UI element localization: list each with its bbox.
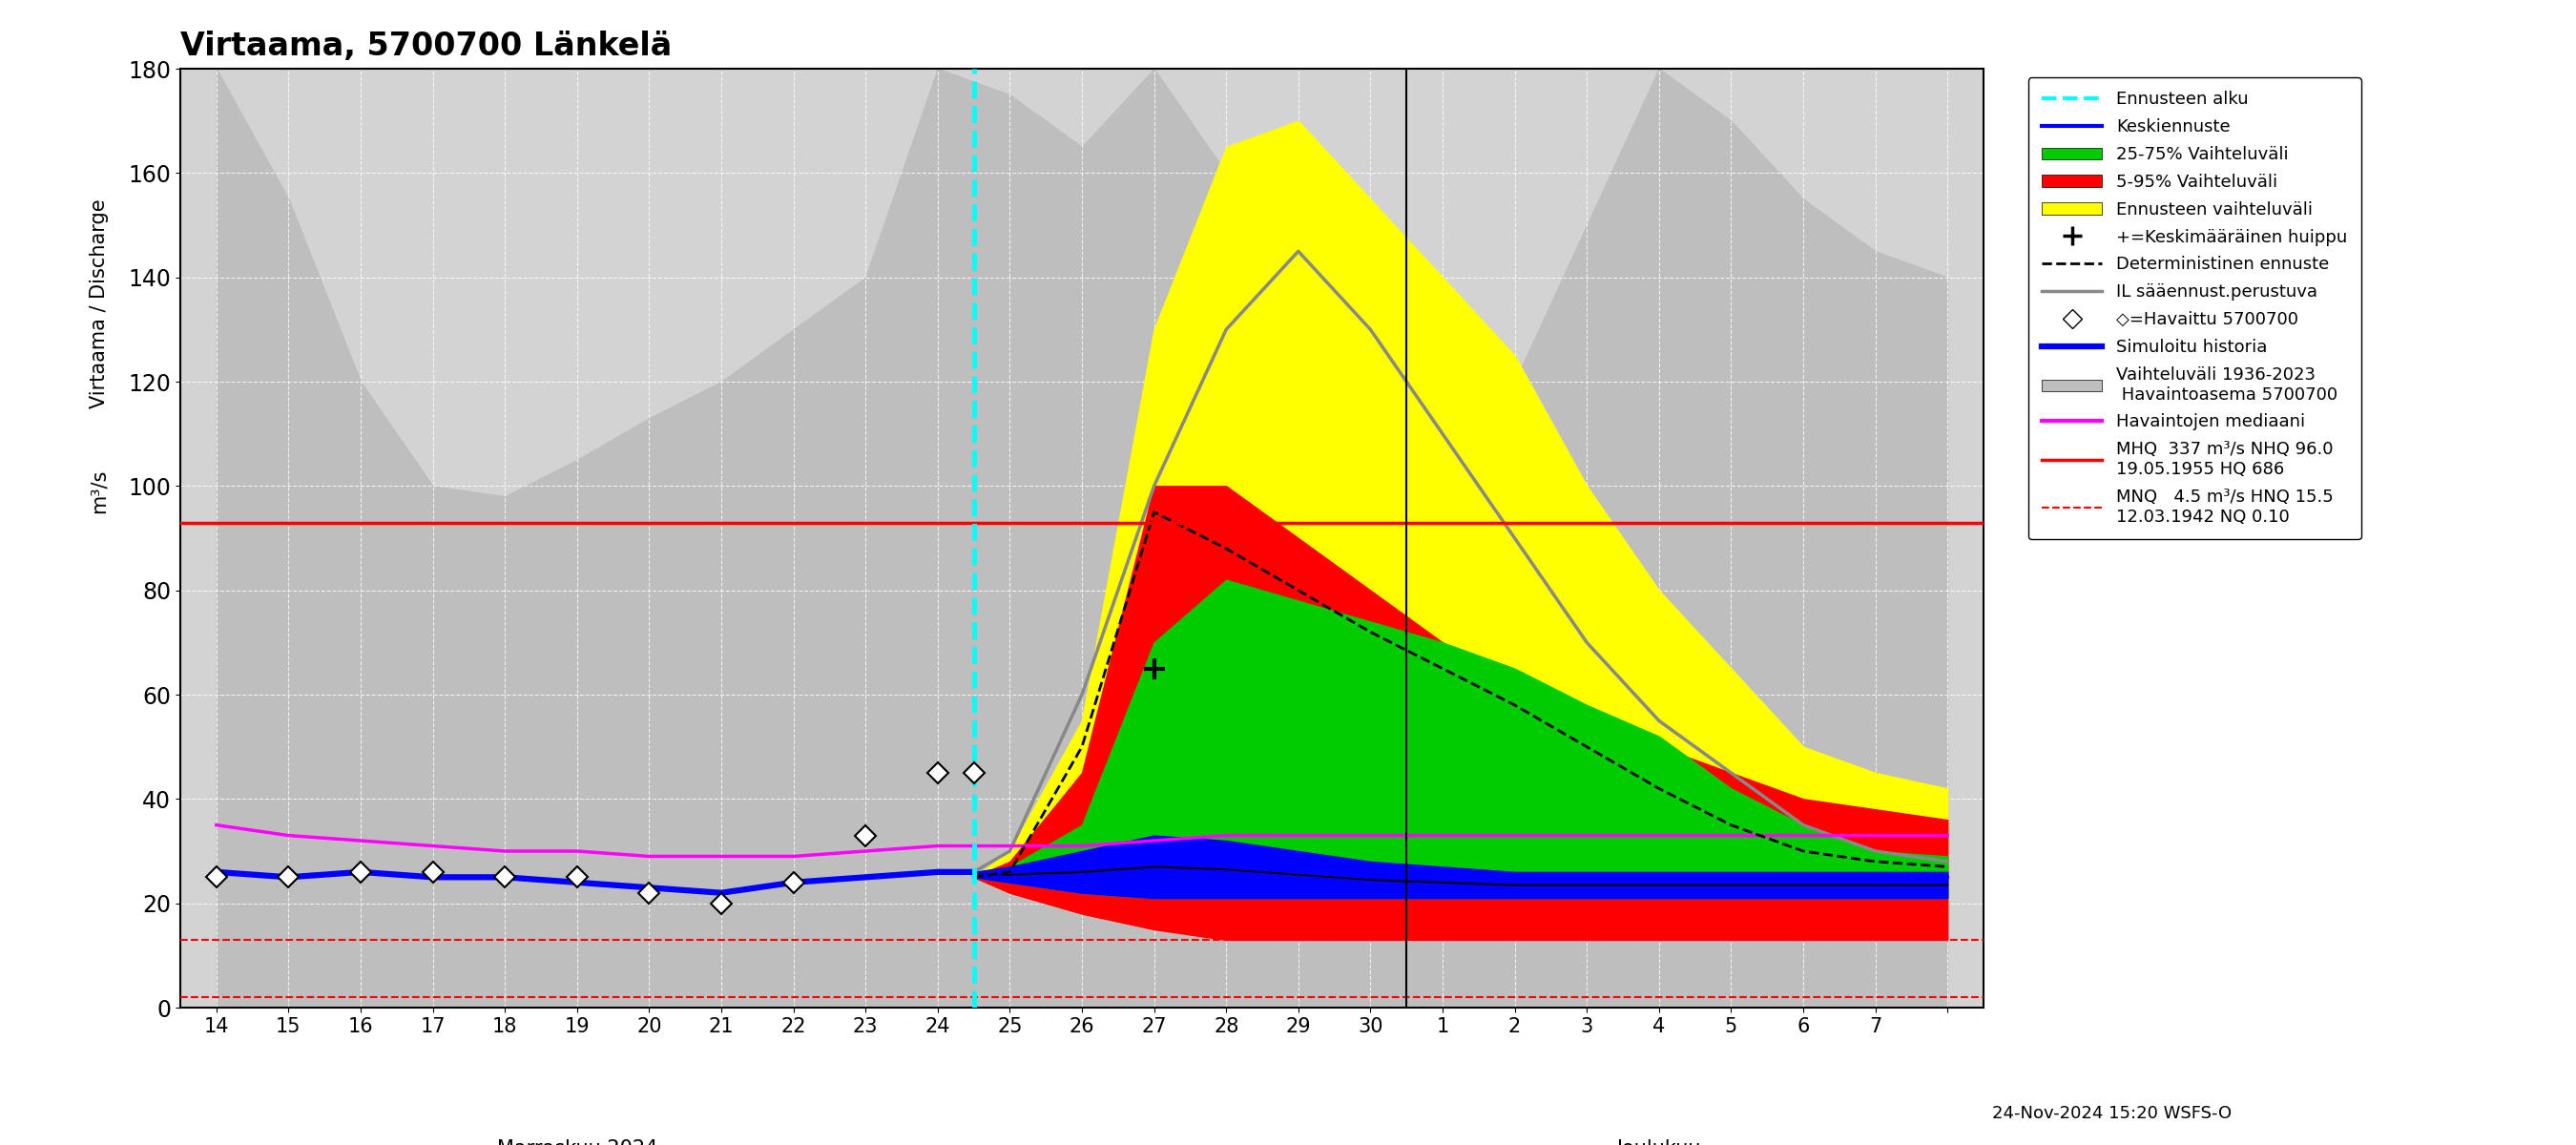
- Text: 24-Nov-2024 15:20 WSFS-O: 24-Nov-2024 15:20 WSFS-O: [1991, 1105, 2233, 1122]
- Text: Virtaama / Discharge: Virtaama / Discharge: [90, 198, 108, 409]
- Text: Virtaama, 5700700 Länkelä: Virtaama, 5700700 Länkelä: [180, 31, 672, 62]
- Text: Joulukuu
December: Joulukuu December: [1607, 1139, 1710, 1145]
- Text: m³/s: m³/s: [90, 469, 108, 513]
- Legend: Ennusteen alku, Keskiennuste, 25-75% Vaihteluväli, 5-95% Vaihteluväli, Ennusteen: Ennusteen alku, Keskiennuste, 25-75% Vai…: [2027, 78, 2362, 539]
- Text: Marraskuu 2024
November: Marraskuu 2024 November: [497, 1139, 657, 1145]
